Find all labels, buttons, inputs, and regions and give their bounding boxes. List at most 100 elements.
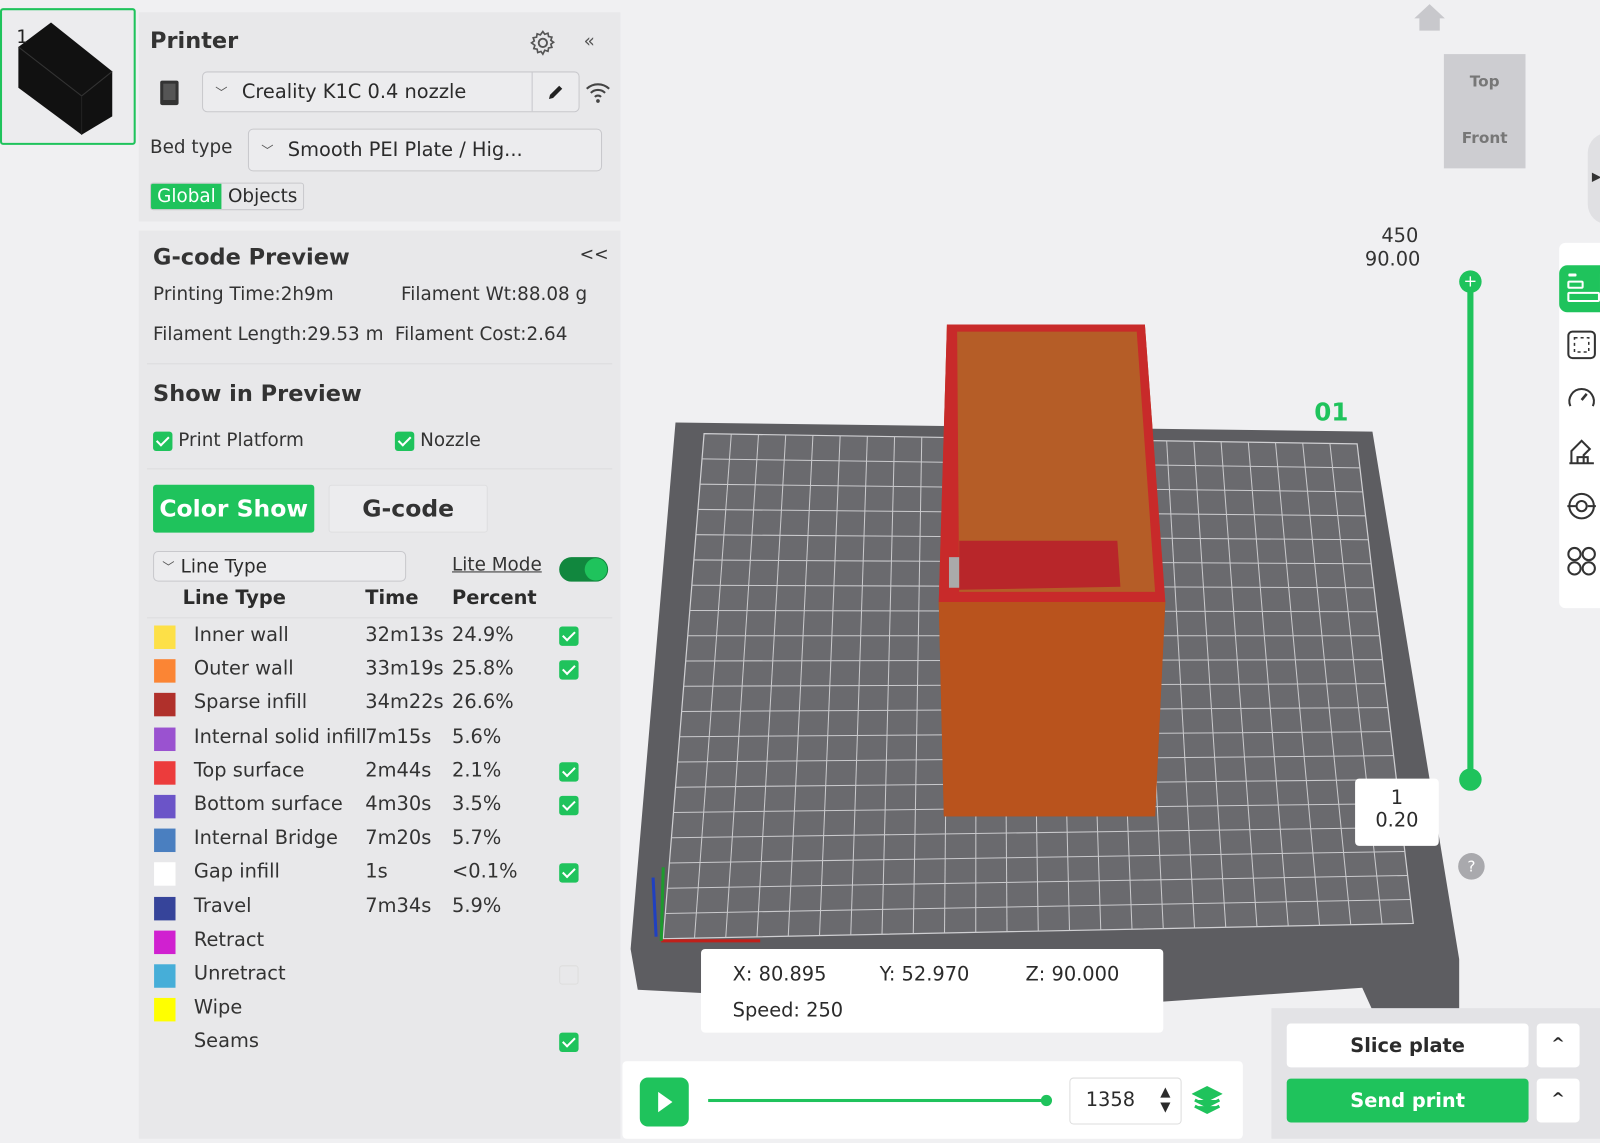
wifi-icon[interactable] [584,80,613,104]
line-type-percent: 25.8% [452,657,514,679]
position-info-card: X: 80.895 Y: 52.970 Z: 90.000 Speed: 250 [701,949,1163,1033]
view-cube-front[interactable]: Front [1444,129,1526,147]
plate-number: 1 [16,27,28,48]
speed-gauge-icon[interactable] [1565,382,1598,415]
support-icon[interactable] [1565,435,1598,468]
stepper-arrows-icon[interactable]: ▲▼ [1160,1085,1170,1116]
lite-mode-label[interactable]: Lite Mode [452,554,542,575]
printer-model: Creality K1C 0.4 nozzle [242,81,466,103]
line-type-row[interactable]: Wipe [139,992,621,1026]
line-type-time: 7m15s [365,725,431,747]
slice-plate-button[interactable]: Slice plate [1287,1023,1529,1067]
line-type-name: Top surface [194,759,305,781]
chevron-down-icon: ﹀ [215,83,227,100]
line-type-row[interactable]: Retract [139,924,621,958]
play-button[interactable] [640,1078,689,1127]
home-icon[interactable] [1412,2,1447,33]
line-type-name: Gap infill [194,861,280,883]
bed-type-select[interactable]: ﹀ Smooth PEI Plate / Hig... [248,129,602,172]
lite-mode-toggle[interactable] [559,557,608,581]
visibility-checkbox[interactable] [559,762,578,781]
visibility-checkbox[interactable] [559,796,578,815]
help-icon[interactable]: ? [1458,853,1485,880]
chevron-down-icon: ﹀ [261,141,273,158]
divider [147,617,612,618]
filament-cost: Filament Cost:2.64 [395,323,567,344]
visibility-checkbox[interactable] [559,864,578,883]
layer-bottom-label: 1 0.20 [1355,779,1439,846]
line-type-row[interactable]: Seams [139,1026,621,1060]
tab-global[interactable]: Global [151,184,222,210]
expand-panel-button[interactable]: ▶ [1588,133,1600,225]
move-slider-handle[interactable] [1041,1095,1052,1106]
filament-spool-icon[interactable] [1565,490,1598,523]
column-percent: Percent [452,587,537,609]
color-swatch [154,693,175,716]
move-slider-bar: 1358 ▲▼ [622,1061,1242,1139]
view-cube[interactable]: Top Front [1444,54,1526,168]
layer-top-number: 450 [1357,224,1418,246]
collapse-preview-icon[interactable]: << [580,245,609,265]
color-swatch [154,964,175,987]
line-type-time: 1s [365,861,387,883]
line-type-name: Bottom surface [194,793,343,815]
layer-slider-bottom-handle[interactable] [1459,768,1481,790]
line-type-percent: <0.1% [452,861,518,883]
plate-thumbnail[interactable]: 1 [0,8,136,145]
gcode-button[interactable]: G-code [329,485,488,533]
visibility-checkbox[interactable] [559,627,578,646]
layer-slider-top-handle[interactable]: + [1459,270,1481,292]
visibility-checkbox[interactable] [559,660,578,679]
collapse-printer-icon[interactable]: « [584,31,595,52]
visibility-checkbox[interactable] [559,965,578,984]
color-swatch [154,727,175,750]
bounding-box-icon[interactable] [1565,329,1598,362]
action-panel: Slice plate ^ Send print ^ [1271,1008,1600,1139]
move-step-input[interactable]: 1358 ▲▼ [1069,1078,1181,1125]
layers-stack-icon[interactable] [1192,1086,1223,1119]
view-type-select[interactable]: ﹀ Line Type [153,551,406,582]
gcode-preview-title: G-code Preview [153,245,350,271]
slice-options-button[interactable]: ^ [1537,1023,1580,1067]
line-type-name: Retract [194,928,264,950]
nozzle-checkbox[interactable]: Nozzle [395,430,481,451]
view-cube-top[interactable]: Top [1444,72,1526,90]
layer-bottom-number: 1 [1355,787,1439,809]
line-type-time: 34m22s [365,691,443,713]
move-slider-track[interactable] [708,1099,1047,1102]
line-type-name: Outer wall [194,657,294,679]
plate-label: 01 [1314,398,1348,427]
printer-select[interactable]: ﹀ Creality K1C 0.4 nozzle [202,71,580,112]
multi-part-icon[interactable] [1565,545,1598,578]
edit-printer-button[interactable] [532,72,579,111]
line-type-row[interactable]: Gap infill 1s <0.1% [139,857,621,891]
column-time: Time [365,587,418,609]
color-swatch [154,863,175,886]
printer-icon [157,79,181,108]
color-show-button[interactable]: Color Show [153,485,314,533]
printer-title: Printer [150,29,238,55]
gear-icon[interactable] [529,29,558,58]
visibility-checkbox[interactable] [559,1033,578,1052]
move-step-value: 1358 [1086,1089,1135,1111]
tab-objects[interactable]: Objects [222,184,304,210]
color-swatch [154,659,175,682]
line-type-name: Travel [194,894,252,916]
send-options-button[interactable]: ^ [1537,1079,1580,1123]
print-platform-checkbox[interactable]: Print Platform [153,430,304,451]
send-print-button[interactable]: Send print [1287,1079,1529,1123]
play-icon [640,1078,689,1127]
view-type-value: Line Type [181,556,267,577]
layer-slider-track[interactable] [1467,282,1473,780]
line-type-row[interactable]: Unretract [139,958,621,992]
layers-tool-button[interactable] [1559,265,1600,312]
color-swatch [154,998,175,1021]
